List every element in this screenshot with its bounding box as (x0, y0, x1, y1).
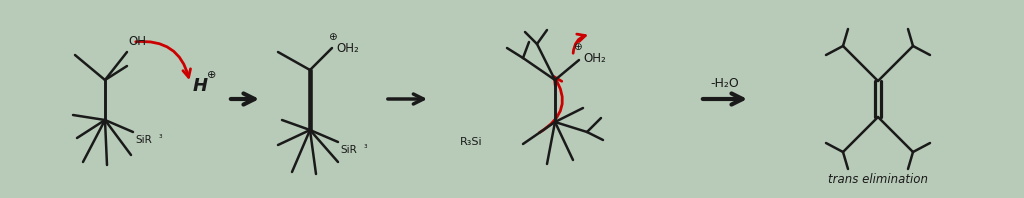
FancyArrowPatch shape (573, 34, 586, 53)
Text: ⊕: ⊕ (328, 32, 336, 42)
Text: trans elimination: trans elimination (828, 173, 928, 186)
Text: SiR: SiR (135, 135, 152, 145)
Text: OH₂: OH₂ (336, 42, 358, 54)
Text: ⊕: ⊕ (207, 70, 217, 80)
Text: SiR: SiR (340, 145, 356, 155)
Text: ⊕: ⊕ (572, 42, 582, 52)
Text: ₃: ₃ (364, 141, 368, 150)
Text: -H₂O: -H₂O (711, 77, 739, 90)
FancyArrowPatch shape (136, 41, 190, 77)
Text: R₃Si: R₃Si (460, 137, 482, 147)
Text: ₃: ₃ (159, 131, 163, 140)
Text: OH: OH (128, 35, 146, 48)
Text: OH₂: OH₂ (583, 51, 606, 65)
FancyArrowPatch shape (540, 77, 562, 133)
Text: H: H (193, 77, 208, 95)
